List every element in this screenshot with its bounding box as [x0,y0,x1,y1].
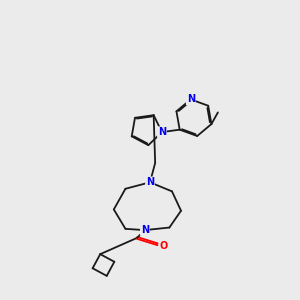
Text: N: N [146,177,154,187]
Text: N: N [158,127,166,137]
Text: O: O [159,241,168,250]
Text: N: N [187,94,195,104]
Text: N: N [141,225,149,235]
